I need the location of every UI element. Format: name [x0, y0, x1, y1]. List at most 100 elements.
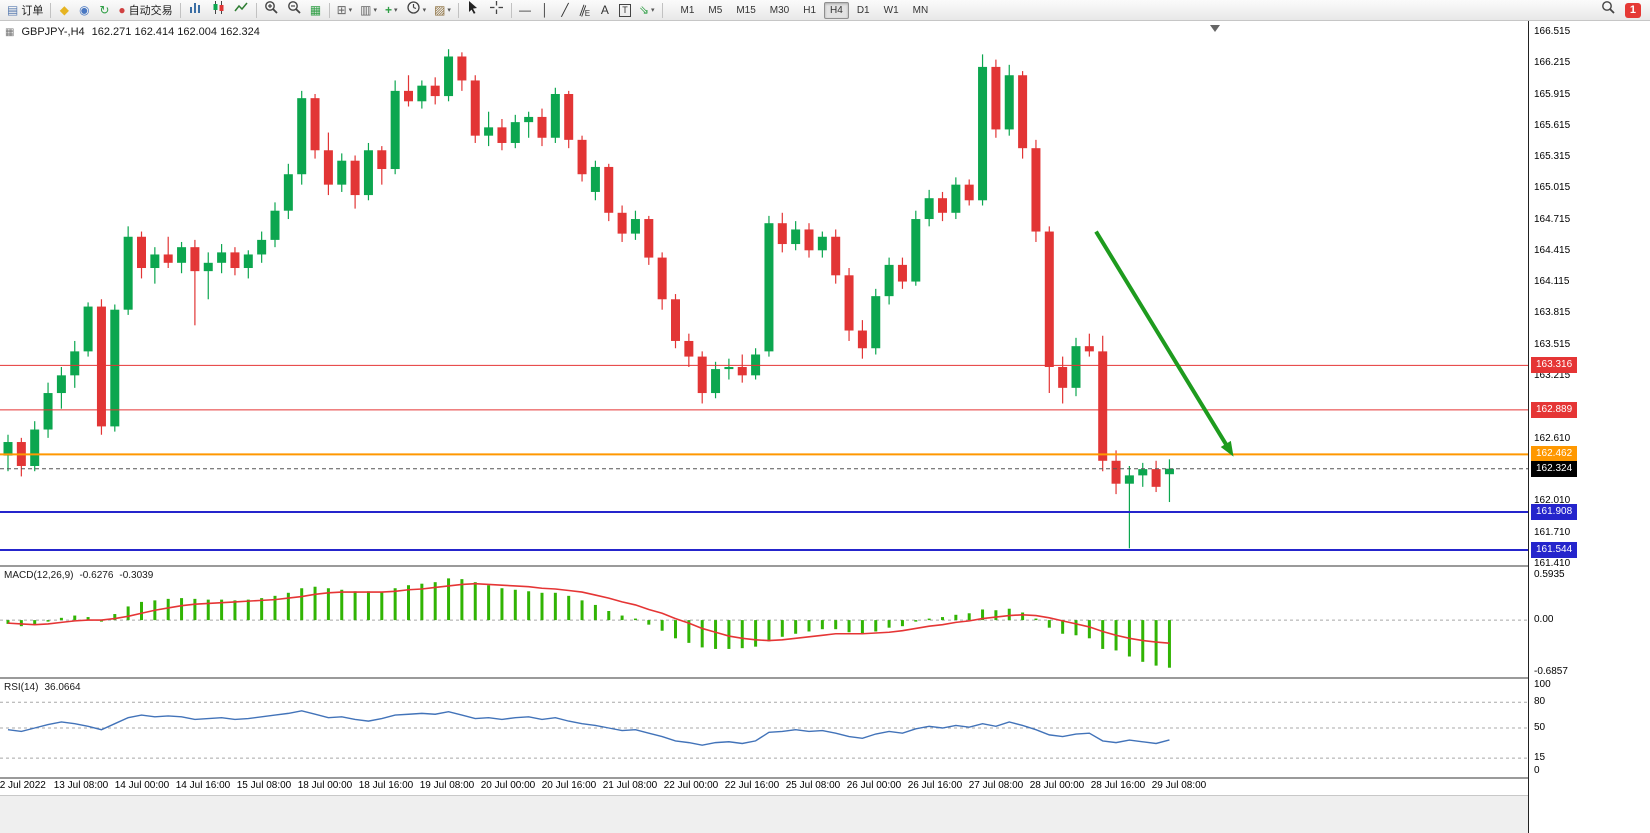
trendline-button[interactable]: ╱: [556, 1, 574, 19]
chart-shift-marker[interactable]: [1210, 25, 1220, 32]
cursor-button[interactable]: [463, 1, 484, 19]
ohlc-values: 162.271 162.414 162.004 162.324: [91, 26, 260, 38]
time-axis[interactable]: 12 Jul 2022 13 Jul 08:00 14 Jul 00:00 14 Ju…: [0, 779, 1528, 795]
periods-button[interactable]: ▾: [403, 1, 430, 19]
autotrading-button[interactable]: ● 自动交易: [115, 1, 175, 19]
rsi-label: RSI(14) 36.0664: [4, 682, 81, 693]
timeframe-d1-button[interactable]: D1: [856, 4, 870, 16]
text-button[interactable]: A: [596, 1, 614, 19]
zoom-out-button[interactable]: [284, 1, 305, 19]
vertical-line-button[interactable]: │: [536, 1, 554, 19]
time-axis-label: 19 Jul 08:00: [419, 780, 475, 791]
macd-signal-line: [7, 582, 1170, 644]
templates-button[interactable]: ▨ ▾: [431, 1, 454, 19]
price-axis-label: 165.315: [1534, 151, 1571, 163]
search-icon: [1601, 0, 1616, 20]
horizontal-line-objects[interactable]: [0, 364, 1528, 551]
timeframe-m30-button[interactable]: M30: [769, 4, 790, 16]
time-axis-label: 18 Jul 00:00: [297, 780, 353, 791]
vertical-line-icon: │: [541, 3, 549, 17]
zoom-in-button[interactable]: [261, 1, 282, 19]
timeframe-group: M1 M5 M15 M30 H1 H4 D1 W1 MN: [674, 1, 936, 19]
add-indicator-button[interactable]: + ▾: [382, 1, 401, 19]
rsi-line: [7, 710, 1170, 746]
toolbar-separator: [50, 2, 52, 18]
time-axis-label: 13 Jul 08:00: [53, 780, 109, 791]
new-chart-icon: ⊞: [336, 3, 347, 17]
profile-icon: ◉: [79, 3, 90, 17]
candles-icon: [211, 0, 226, 20]
timeframe-w1-button[interactable]: W1: [883, 4, 899, 16]
rsi-canvas[interactable]: [0, 679, 1528, 777]
pane-separator[interactable]: [0, 565, 1528, 567]
shapes-button[interactable]: ⇘ ▾: [636, 1, 658, 19]
line-chart-button[interactable]: [231, 1, 252, 19]
horizontal-line-button[interactable]: —: [516, 1, 534, 19]
price-axis-label: 164.715: [1534, 213, 1571, 225]
label-icon: T: [619, 3, 631, 17]
price-axis-label: 162.010: [1534, 495, 1571, 507]
price-axis-label: 0: [1534, 765, 1540, 776]
price-axis-label: 0.00: [1534, 614, 1554, 626]
linechart-icon: [234, 0, 249, 20]
price-axis[interactable]: 166.515 166.215 165.915 165.615 165.315 165.0…: [1528, 21, 1650, 833]
price-axis-label: 165.615: [1534, 119, 1571, 131]
text-icon: A: [600, 3, 609, 17]
chart-list-icon: ▥: [360, 3, 372, 17]
clock-icon: [406, 0, 421, 20]
price-axis-label: -0.6857: [1534, 666, 1568, 678]
time-axis-label: 28 Jul 16:00: [1090, 780, 1146, 791]
tile-windows-button[interactable]: ▦: [307, 1, 325, 19]
time-axis-label: 20 Jul 00:00: [480, 780, 536, 791]
bar-chart-button[interactable]: [185, 1, 206, 19]
time-axis-label: 21 Jul 08:00: [602, 780, 658, 791]
zoomout-icon: [287, 0, 302, 20]
search-button[interactable]: [1598, 1, 1619, 19]
add-indicator-icon: +: [385, 3, 393, 17]
time-axis-label: 25 Jul 08:00: [785, 780, 841, 791]
timeframe-h4-button[interactable]: H4: [824, 1, 849, 19]
new-chart-button[interactable]: ⊞ ▾: [334, 1, 356, 19]
toolbar-right: 1: [1597, 1, 1647, 19]
templates-icon: ▨: [434, 3, 446, 17]
crosshair-button[interactable]: [486, 1, 507, 19]
chevron-down-icon: ▾: [373, 7, 378, 14]
price-axis-label: 161.710: [1534, 526, 1571, 538]
candles: [3, 49, 1174, 549]
price-axis-label: 166.215: [1534, 57, 1571, 69]
chevron-down-icon: ▾: [447, 7, 451, 14]
toolbar-separator: [510, 2, 512, 18]
price-axis-label: 80: [1534, 696, 1546, 708]
label-button[interactable]: T: [616, 1, 634, 19]
pane-separator[interactable]: [0, 677, 1528, 679]
timeframe-m1-button[interactable]: M1: [680, 4, 695, 16]
candlestick-chart-button[interactable]: [208, 1, 229, 19]
price-chart-canvas[interactable]: [0, 21, 1528, 565]
price-axis-label: 164.115: [1534, 276, 1570, 288]
chart-list-button[interactable]: ▥ ▾: [357, 1, 380, 19]
time-axis-label: 27 Jul 08:00: [968, 780, 1024, 791]
arrow-annotation[interactable]: [1094, 230, 1234, 457]
timeframe-mn-button[interactable]: MN: [912, 4, 929, 16]
horizontal-line-icon: —: [518, 3, 531, 17]
refresh-button[interactable]: ↻: [95, 1, 113, 19]
mql-wizard-icon: ◆: [59, 3, 69, 17]
timeframe-m15-button[interactable]: M15: [736, 4, 756, 16]
price-axis-label: 166.515: [1534, 26, 1571, 37]
timeframe-h1-button[interactable]: H1: [803, 4, 817, 16]
timeframe-m5-button[interactable]: M5: [708, 4, 723, 16]
macd-canvas[interactable]: [0, 567, 1528, 677]
time-axis-label: 18 Jul 16:00: [358, 780, 414, 791]
time-axis-label: 20 Jul 16:00: [541, 780, 597, 791]
price-axis-label: 0.5935: [1534, 569, 1565, 581]
profile-button[interactable]: ◉: [75, 1, 93, 19]
macd-name: MACD(12,26,9): [4, 570, 74, 581]
new-order-button[interactable]: ▤ 订单: [4, 1, 46, 19]
mql-wizard-button[interactable]: ◆: [55, 1, 73, 19]
symbol-name: GBPJPY-,H4: [21, 26, 85, 38]
toolbar: ▤ 订单 ◆ ◉ ↻ ● 自动交易 ▦ ⊞ ▾ ▥ ▾ + ▾ ▾ ▨ ▾ — │ ╱ ∥ E A T ⇘ ▾ M1 M5 M15 M3…: [0, 0, 1650, 21]
notification-badge[interactable]: 1: [1624, 2, 1641, 18]
price-axis-label: 162.610: [1534, 432, 1571, 444]
channel-button[interactable]: ∥ E: [576, 1, 594, 19]
price-axis-label: 163.815: [1534, 307, 1571, 319]
